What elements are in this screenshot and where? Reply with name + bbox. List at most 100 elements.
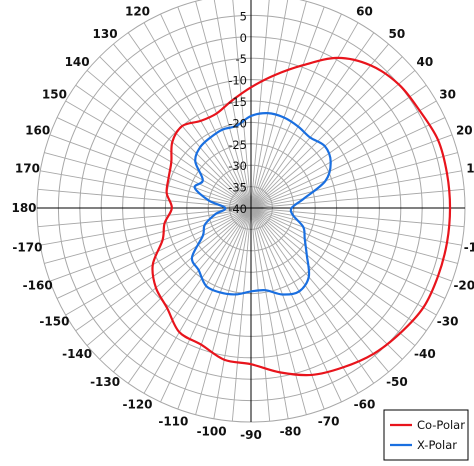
angle-tick-label: 30 bbox=[439, 88, 456, 102]
grid-spoke-325 bbox=[250, 207, 427, 332]
grid-spoke-265 bbox=[231, 207, 252, 422]
grid-spoke-30 bbox=[250, 100, 437, 209]
grid-spoke-335 bbox=[250, 207, 446, 299]
angle-tick-label: 20 bbox=[456, 123, 473, 137]
grid-spoke-55 bbox=[250, 32, 375, 209]
angle-tick-label: 160 bbox=[25, 123, 50, 137]
legend-label: Co-Polar bbox=[417, 418, 465, 432]
radial-tick-label: 5 bbox=[240, 9, 247, 23]
grid-spoke-175 bbox=[37, 188, 252, 209]
radial-tick-label: -35 bbox=[228, 181, 247, 195]
angle-tick-label: -90 bbox=[240, 428, 262, 442]
grid-spoke-50 bbox=[250, 43, 389, 209]
grid-spoke-205 bbox=[56, 207, 252, 299]
radial-tick-label: -30 bbox=[228, 159, 247, 173]
angle-tick-label: -160 bbox=[23, 279, 53, 293]
grid-spoke-25 bbox=[250, 117, 446, 209]
grid-spoke-305 bbox=[250, 207, 375, 384]
angle-tick-label: 120 bbox=[125, 4, 150, 18]
grid-spoke-35 bbox=[250, 84, 427, 209]
grid-spoke-10 bbox=[250, 170, 462, 209]
grid-spoke-75 bbox=[250, 1, 307, 209]
grid-spoke-255 bbox=[195, 207, 252, 415]
grid-spoke-105 bbox=[195, 1, 252, 209]
radial-tick-label: 10 bbox=[232, 0, 247, 2]
legend-label: X-Polar bbox=[417, 438, 457, 452]
angle-tick-label: 150 bbox=[42, 88, 67, 102]
grid-spoke-125 bbox=[127, 32, 252, 209]
grid-spoke-120 bbox=[143, 22, 252, 209]
angle-tick-label: -140 bbox=[62, 347, 92, 361]
angle-tick-label: -170 bbox=[12, 240, 42, 254]
angle-tick-label: 180 bbox=[11, 201, 36, 215]
grid-spoke-300 bbox=[250, 207, 359, 394]
grid-spoke-200 bbox=[49, 207, 252, 282]
angle-tick-label: -60 bbox=[354, 398, 376, 412]
grid-spoke-235 bbox=[127, 207, 252, 384]
grid-spoke-240 bbox=[143, 207, 252, 394]
grid-spoke-100 bbox=[213, 0, 252, 209]
radial-tick-label: -40 bbox=[228, 202, 247, 216]
radial-tick-label: -20 bbox=[228, 116, 247, 130]
angle-tick-label: -110 bbox=[158, 414, 188, 428]
grid-spoke-20 bbox=[250, 134, 453, 209]
grid-spoke-70 bbox=[250, 6, 325, 209]
polar-axes bbox=[37, 0, 465, 422]
angle-tick-label: 50 bbox=[389, 27, 406, 41]
angle-tick-label: 130 bbox=[93, 27, 118, 41]
grid-spoke-245 bbox=[160, 207, 252, 403]
grid-spoke-145 bbox=[75, 84, 252, 209]
angle-tick-label: -100 bbox=[197, 425, 227, 439]
radial-tick-labels: 10 5 0 -5 -10 -15 -20 -25 -30 -35 -40 bbox=[228, 0, 247, 216]
angle-tick-label: 110 bbox=[161, 0, 186, 2]
radial-tick-label: 0 bbox=[240, 31, 247, 45]
grid-spoke-330 bbox=[250, 207, 437, 316]
grid-spoke-95 bbox=[232, 0, 252, 209]
grid-spoke-45 bbox=[250, 56, 403, 209]
grid-spoke-15 bbox=[250, 152, 458, 209]
grid-spoke-315 bbox=[250, 207, 403, 360]
legend-box bbox=[383, 409, 469, 461]
grid-spoke-275 bbox=[250, 207, 271, 422]
grid-spoke-110 bbox=[177, 6, 252, 209]
grid-spoke-345 bbox=[250, 207, 458, 264]
series-line-x-polar bbox=[190, 112, 332, 296]
series-layer bbox=[151, 56, 452, 377]
grid-spoke-5 bbox=[250, 188, 465, 209]
angle-tick-label: -120 bbox=[122, 398, 152, 412]
radial-tick-label: -10 bbox=[228, 74, 247, 88]
angle-tick-labels: 0102030405060708090100110120130140150160… bbox=[11, 0, 474, 442]
grid-spoke-210 bbox=[65, 207, 252, 316]
radial-tick-label: -5 bbox=[236, 52, 247, 66]
grid-spoke-80 bbox=[250, 0, 289, 209]
grid-spoke-170 bbox=[40, 170, 252, 209]
grid-spoke-155 bbox=[56, 117, 252, 209]
grid-spoke-260 bbox=[213, 207, 252, 419]
grid-spoke-150 bbox=[65, 100, 252, 209]
grid-spoke-230 bbox=[113, 207, 252, 373]
angle-tick-label: -20 bbox=[453, 279, 474, 293]
grid-spoke-165 bbox=[44, 152, 252, 209]
grid-spoke-215 bbox=[75, 207, 252, 332]
angle-tick-label: 10 bbox=[466, 162, 474, 176]
angle-tick-label: 60 bbox=[356, 4, 373, 18]
grid-spoke-40 bbox=[250, 70, 416, 209]
angle-tick-label: -80 bbox=[280, 425, 302, 439]
series-line-co-polar bbox=[151, 56, 452, 377]
grid-spoke-295 bbox=[250, 207, 342, 403]
grid-spoke-310 bbox=[250, 207, 389, 373]
grid-spoke-65 bbox=[250, 13, 342, 209]
grid-spoke-115 bbox=[160, 13, 252, 209]
angle-tick-label: 140 bbox=[65, 55, 90, 69]
grid-spoke-185 bbox=[37, 207, 252, 228]
grid-spoke-60 bbox=[250, 22, 359, 209]
angle-tick-label: 40 bbox=[417, 55, 434, 69]
grid-spoke-220 bbox=[86, 207, 252, 346]
grid-spoke-225 bbox=[99, 207, 252, 360]
angle-tick-label: 70 bbox=[320, 0, 337, 2]
grid-spoke-195 bbox=[44, 207, 252, 264]
angle-tick-label: -50 bbox=[386, 375, 408, 389]
grid-spoke-160 bbox=[49, 134, 252, 209]
angle-tick-label: 170 bbox=[15, 162, 40, 176]
